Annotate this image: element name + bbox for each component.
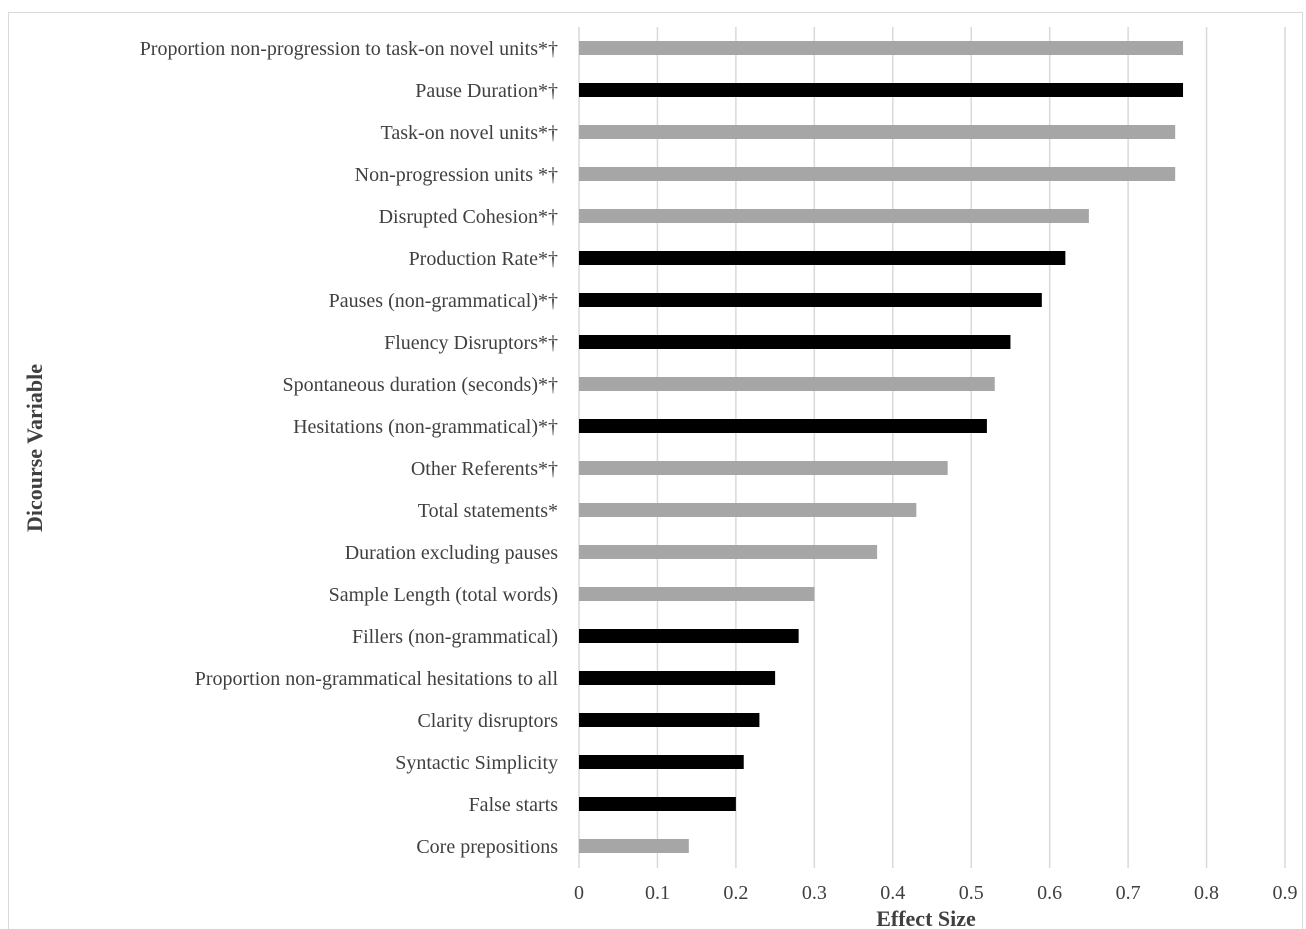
bar — [579, 839, 689, 853]
bars — [579, 41, 1184, 853]
category-label: False starts — [469, 794, 559, 816]
x-tick-label: 0.7 — [1116, 882, 1141, 904]
category-label: Other Referents*† — [411, 458, 558, 480]
category-label: Proportion non-grammatical hesitations t… — [195, 668, 559, 690]
category-label: Task-on novel units*† — [381, 122, 558, 144]
y-axis-title: Dicourse Variable — [22, 364, 47, 532]
category-label: Spontaneous duration (seconds)*† — [282, 374, 558, 396]
category-label: Fluency Disruptors*† — [384, 332, 558, 354]
bar — [579, 41, 1184, 55]
category-label: Total statements* — [418, 500, 558, 522]
bar — [579, 755, 744, 769]
x-tick-label: 0.3 — [802, 882, 827, 904]
category-label: Hesitations (non-grammatical)*† — [293, 416, 558, 438]
chart-frame — [8, 12, 1303, 929]
category-label: Disrupted Cohesion*† — [379, 206, 558, 228]
x-tick-label: 0.4 — [880, 882, 905, 904]
category-label: Core prepositions — [416, 836, 558, 858]
bar — [579, 251, 1066, 265]
bar — [579, 125, 1176, 139]
x-axis-title: Effect Size — [876, 906, 976, 929]
bar — [579, 587, 815, 601]
bar — [579, 83, 1184, 97]
bar — [579, 335, 1011, 349]
bar — [579, 293, 1042, 307]
x-tick-label: 0.6 — [1037, 882, 1062, 904]
category-label: Pause Duration*† — [415, 80, 558, 102]
x-tick-label: 0.2 — [723, 882, 748, 904]
x-tick-labels: 0 0.1 0.2 0.3 0.4 0.5 0.6 0.7 0.8 0.9 — [574, 882, 1298, 904]
category-labels: Proportion non-progression to task-on no… — [140, 38, 559, 858]
bar — [579, 461, 948, 475]
x-tick-label: 0.8 — [1194, 882, 1219, 904]
bar — [579, 503, 917, 517]
bar — [579, 713, 760, 727]
category-label: Pauses (non-grammatical)*† — [329, 290, 558, 312]
x-tick-label: 0 — [574, 882, 584, 904]
category-label: Duration excluding pauses — [345, 542, 558, 564]
category-label: Fillers (non-grammatical) — [352, 626, 558, 648]
category-label: Sample Length (total words) — [329, 584, 558, 606]
category-label: Clarity disruptors — [417, 710, 558, 732]
x-tick-label: 0.9 — [1273, 882, 1298, 904]
bar — [579, 797, 736, 811]
gridlines — [578, 27, 1286, 868]
category-label: Syntactic Simplicity — [395, 752, 558, 774]
bar — [579, 167, 1176, 181]
bar — [579, 209, 1089, 223]
category-label: Non-progression units *† — [355, 164, 558, 186]
bar — [579, 545, 878, 559]
bar — [579, 671, 776, 685]
bar — [579, 419, 987, 433]
category-label: Production Rate*† — [409, 248, 558, 270]
category-label: Proportion non-progression to task-on no… — [140, 38, 558, 60]
x-tick-label: 0.5 — [959, 882, 984, 904]
bar — [579, 377, 995, 391]
bar — [579, 629, 799, 643]
x-tick-label: 0.1 — [645, 882, 670, 904]
